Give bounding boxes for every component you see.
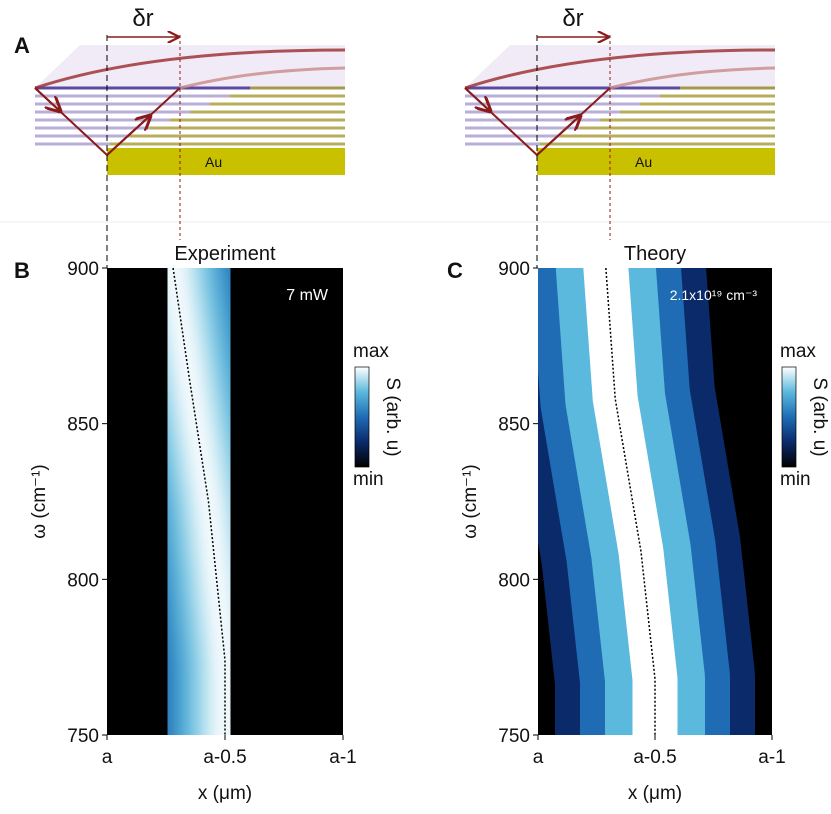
colorbar-min: min xyxy=(780,469,811,490)
colorbar-label: S (arb. u) xyxy=(809,377,830,456)
substrate-label: Au xyxy=(205,154,222,170)
x-tick-label: a-0.5 xyxy=(633,747,676,768)
mode-curve xyxy=(179,66,346,90)
x-tick-label: a-1 xyxy=(758,747,785,768)
y-tick-label: 850 xyxy=(67,415,99,436)
shift-label: δr xyxy=(132,5,153,32)
y-axis-label: ω (cm⁻¹) xyxy=(29,464,50,538)
mode-curve xyxy=(464,48,776,90)
y-tick-label: 750 xyxy=(67,726,99,747)
shift-label: δr xyxy=(562,5,583,32)
y-tick-label: 750 xyxy=(498,726,530,747)
annotation: 2.1x10¹⁹ cm⁻³ xyxy=(670,287,758,303)
heat-band xyxy=(107,268,325,735)
x-tick-label: a xyxy=(102,747,113,768)
heat-band xyxy=(538,268,755,735)
ridge-line xyxy=(605,267,656,735)
y-tick-label: 800 xyxy=(67,570,99,591)
substrate xyxy=(107,148,345,175)
x-tick-label: a xyxy=(533,747,544,768)
colorbar-max: max xyxy=(780,341,816,362)
y-tick-label: 800 xyxy=(498,570,530,591)
x-axis-label: x (μm) xyxy=(198,783,252,804)
panel-label: C xyxy=(447,258,463,283)
substrate xyxy=(537,148,775,175)
colorbar-label: S (arb. u) xyxy=(382,377,403,456)
ray-arrow xyxy=(464,87,490,111)
panel-label: A xyxy=(14,33,30,58)
ray-arrow xyxy=(536,116,580,156)
substrate-label: Au xyxy=(635,154,652,170)
chart-title: Experiment xyxy=(174,243,276,265)
y-tick-label: 900 xyxy=(67,259,99,280)
x-tick-label: a-0.5 xyxy=(203,747,246,768)
colorbar xyxy=(781,366,797,468)
panel-label: B xyxy=(14,258,30,283)
colorbar xyxy=(354,366,370,468)
ray-arrow xyxy=(106,116,150,156)
ray-arrow xyxy=(34,87,60,111)
y-axis-label: ω (cm⁻¹) xyxy=(460,464,481,538)
layer-top xyxy=(35,45,345,88)
layer-top xyxy=(465,45,775,88)
x-tick-label: a-1 xyxy=(329,747,356,768)
chart-title: Theory xyxy=(624,243,686,265)
y-tick-label: 900 xyxy=(498,259,530,280)
colorbar-min: min xyxy=(353,469,384,490)
colorbar-max: max xyxy=(353,341,389,362)
ridge-line xyxy=(172,267,226,735)
mode-curve xyxy=(609,66,776,90)
mode-curve xyxy=(34,48,346,90)
annotation: 7 mW xyxy=(286,287,329,304)
y-tick-label: 850 xyxy=(498,415,530,436)
x-axis-label: x (μm) xyxy=(628,783,682,804)
